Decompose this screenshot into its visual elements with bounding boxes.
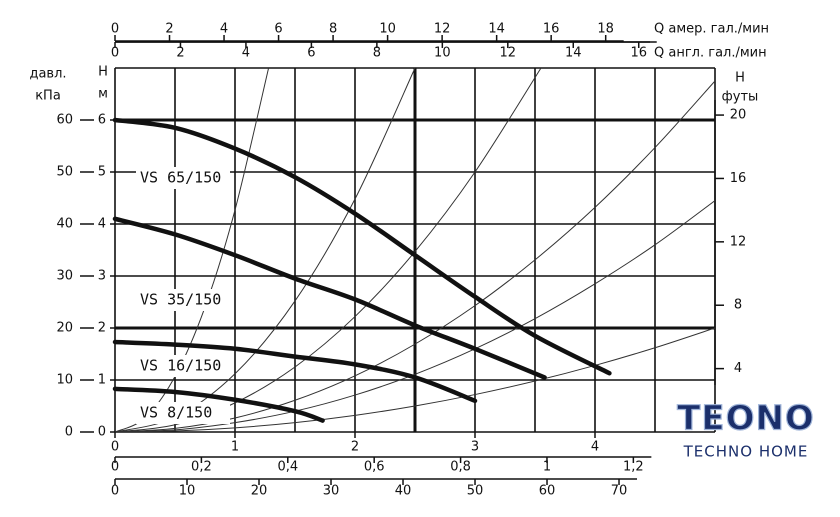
- feet-tick-label: 16: [730, 171, 747, 186]
- axis-tick-label: 0: [111, 484, 119, 499]
- axis-tick-label: 6: [274, 22, 282, 37]
- pump-curve: [112, 216, 547, 380]
- system-curve: [115, 327, 715, 432]
- feet-tick-label: 4: [734, 361, 742, 376]
- axis-tick-label: 20: [251, 484, 268, 499]
- system-curve: [115, 67, 542, 432]
- kpa-tick-label: 50: [56, 165, 73, 180]
- x-tick-label: 0: [111, 440, 119, 455]
- axis-tick-label: 8: [329, 22, 337, 37]
- y-axis-title: м: [98, 87, 108, 102]
- axis-tick-label: 30: [323, 484, 340, 499]
- y-tick-label: 1: [98, 373, 106, 388]
- axis-title: Q англ. гал./мин: [654, 46, 767, 61]
- axis-tick-label: 50: [467, 484, 484, 499]
- axis-tick-label: 0: [111, 460, 119, 475]
- feet-tick-label: 12: [730, 234, 747, 249]
- kpa-tick-label: 10: [56, 373, 73, 388]
- logo-title: TEONO: [677, 399, 815, 439]
- axis-tick-label: 4: [220, 22, 228, 37]
- pump-curve: [112, 117, 612, 376]
- axis-tick-label: 0: [111, 46, 119, 61]
- series-label: VS 16/150: [140, 357, 221, 375]
- x-tick-label: 2: [351, 440, 359, 455]
- label-bg: [136, 402, 230, 424]
- label-bg: [136, 289, 230, 311]
- axis-tick-label: 70: [611, 484, 628, 499]
- kpa-tick-label: 0: [65, 425, 73, 440]
- kpa-axis-title: давл.: [29, 67, 66, 82]
- axis-tick-label: 12: [434, 22, 451, 37]
- pump-curve: [112, 386, 325, 423]
- label-bg: [136, 355, 230, 377]
- series-label: VS 65/150: [140, 169, 221, 187]
- logo-subtitle: TECHNO HOME: [683, 443, 809, 461]
- kpa-tick-label: 60: [56, 113, 73, 128]
- axis-tick-label: 10: [379, 22, 396, 37]
- axis-tick-label: 10: [434, 46, 451, 61]
- axis-tick-label: 0,4: [277, 460, 298, 475]
- feet-tick-label: 20: [730, 108, 747, 123]
- y-tick-label: 6: [98, 113, 106, 128]
- system-curve: [115, 67, 416, 432]
- axis-tick-label: 14: [565, 46, 582, 61]
- label-bg: [136, 167, 230, 189]
- y-axis-title: Н: [98, 65, 108, 80]
- x-tick-label: 3: [471, 440, 479, 455]
- axis-tick-label: 10: [179, 484, 196, 499]
- axis-tick-label: 0,8: [450, 460, 471, 475]
- axis-tick-label: 6: [307, 46, 315, 61]
- feet-axis-title: футы: [722, 90, 759, 105]
- axis-tick-label: 0,6: [364, 460, 385, 475]
- axis-tick-label: 2: [165, 22, 173, 37]
- kpa-axis-title: кПа: [35, 89, 61, 104]
- kpa-tick-label: 20: [56, 321, 73, 336]
- axis-tick-label: 2: [176, 46, 184, 61]
- feet-tick-label: 8: [734, 298, 742, 313]
- axis-tick-label: 14: [488, 22, 505, 37]
- system-curve: [115, 200, 715, 432]
- axis-tick-label: 4: [242, 46, 250, 61]
- axis-tick-label: 0,2: [191, 460, 212, 475]
- pump-curve: [112, 339, 478, 404]
- kpa-tick-label: 40: [56, 217, 73, 232]
- y-tick-label: 3: [98, 269, 106, 284]
- axis-tick-label: 12: [500, 46, 517, 61]
- axis-tick-label: 16: [630, 46, 647, 61]
- axis-tick-label: 18: [597, 22, 614, 37]
- axis-tick-label: 40: [395, 484, 412, 499]
- axis-title: Q амер. гал./мин: [654, 22, 769, 37]
- axis-tick-label: 0: [111, 22, 119, 37]
- y-tick-label: 2: [98, 321, 106, 336]
- y-tick-label: 5: [98, 165, 106, 180]
- series-label: VS 35/150: [140, 291, 221, 309]
- axis-tick-label: 1: [543, 460, 551, 475]
- series-label: VS 8/150: [140, 404, 212, 422]
- kpa-tick-label: 30: [56, 269, 73, 284]
- axis-tick-label: 8: [373, 46, 381, 61]
- x-tick-label: 1: [231, 440, 239, 455]
- y-tick-label: 0: [98, 425, 106, 440]
- y-tick-label: 4: [98, 217, 106, 232]
- axis-tick-label: 1,2: [623, 460, 644, 475]
- x-tick-label: 4: [591, 440, 599, 455]
- feet-axis-title: Н: [735, 71, 745, 86]
- axis-tick-label: 16: [543, 22, 560, 37]
- axis-tick-label: 60: [539, 484, 556, 499]
